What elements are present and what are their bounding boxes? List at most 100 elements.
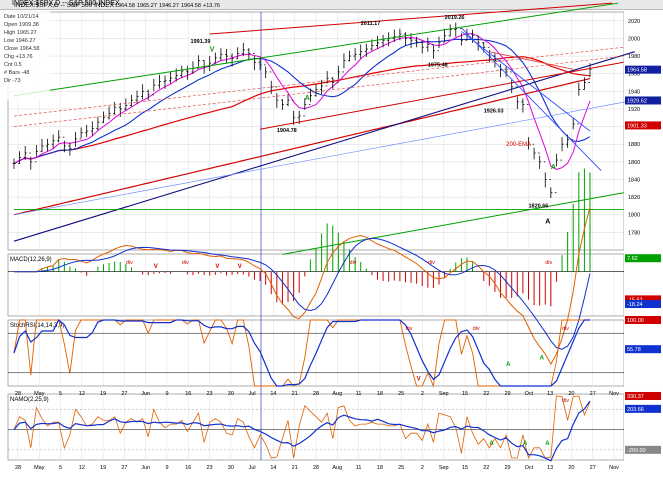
stoch-value-tag — [625, 316, 661, 324]
annotation-ema: 200-EMA — [506, 142, 531, 148]
namo-value-tag-label: 203.66 — [627, 407, 644, 413]
x-axis-label: 23 — [207, 391, 213, 397]
x-axis-label: Oct — [525, 391, 534, 397]
data-box-line: High 1965.27 — [4, 30, 37, 36]
x-axis-label: 12 — [79, 465, 85, 471]
x-axis-label: Aug — [332, 391, 342, 397]
namo-annotation-div: div — [562, 398, 569, 404]
x-axis-label: 22 — [483, 391, 489, 397]
x-axis-label: 9 — [165, 465, 168, 471]
price-value-tag-label: 1964.58 — [627, 68, 647, 74]
data-box — [2, 10, 50, 100]
red-dashed-line — [13, 55, 624, 127]
x-axis-label: Jun — [141, 391, 150, 397]
red-mid-line — [259, 61, 624, 130]
stoch-annotation-a: A — [506, 362, 511, 368]
annotation-1926: 1926.03 — [484, 108, 504, 114]
namo-annotation-a: A — [523, 441, 528, 447]
price-y-tick-label: 1860 — [628, 160, 640, 166]
x-axis-label: May — [34, 465, 45, 471]
x-axis-label: 15 — [462, 465, 468, 471]
data-box-line: Close 1964.58 — [4, 46, 39, 52]
macd-annotation: div — [545, 260, 552, 266]
x-axis-label: 27 — [590, 465, 596, 471]
macd-annotation: div — [350, 260, 357, 266]
annotation-v-green: V — [210, 47, 215, 54]
x-axis-label: 15 — [462, 391, 468, 397]
annotation-a-bottom: A — [545, 219, 550, 226]
macd-value-tag — [625, 295, 661, 304]
data-box-line: Cnt 0.5 — [4, 62, 22, 68]
red-short-line — [489, 51, 574, 70]
stoch-annotation-a-2: A — [540, 356, 545, 362]
x-axis-label: 13 — [547, 465, 553, 471]
macd-value-tag — [625, 254, 661, 263]
price-y-tick-label: 1980 — [628, 54, 640, 60]
stoch-annotation-v: V — [417, 377, 421, 383]
x-axis-label: 16 — [185, 391, 191, 397]
stoch-d-line — [13, 319, 590, 387]
x-axis-label: 18 — [377, 391, 383, 397]
header-value: 1964.58 — [181, 3, 201, 9]
ma-short-line — [13, 33, 591, 170]
x-axis-label: 11 — [356, 391, 362, 397]
price-y-tick-label: 1940 — [628, 89, 640, 95]
x-axis-label: 30 — [228, 391, 234, 397]
x-axis-label: 21 — [292, 391, 298, 397]
x-axis-label: Aug — [332, 465, 342, 471]
macd-annotation-v: V — [238, 264, 242, 270]
blue-down-line-2 — [461, 31, 591, 132]
x-axis-label: Sep — [439, 391, 449, 397]
x-axis-label: Sep — [439, 465, 449, 471]
annotation-1820: 1820.66 — [528, 204, 548, 210]
price-y-tick-label: 1820 — [628, 195, 640, 201]
price-value-tag — [625, 121, 661, 130]
title-bar: INDEX:$SPX,D -- S&P 500 INDEX — [0, 0, 663, 10]
x-axis-label: 19 — [100, 465, 106, 471]
price-value-tag-label: 1901.33 — [627, 123, 647, 129]
namo-value-tag — [625, 391, 661, 400]
x-axis-label: Jul — [249, 391, 256, 397]
annotation-1904: 1904.78 — [277, 128, 297, 134]
x-axis-label: 27 — [121, 391, 127, 397]
macd-annotation: div — [126, 260, 133, 266]
data-box-line: # Bars -48 — [4, 70, 29, 76]
price-y-tick-label: 1800 — [628, 213, 640, 219]
x-axis-label: 23 — [207, 465, 213, 471]
data-box-line: Open 1909.38 — [4, 22, 39, 28]
x-axis-label: 18 — [377, 465, 383, 471]
namo-title: NAMO(2,25,9) — [10, 397, 49, 403]
red-upper-line — [209, 2, 613, 35]
ema200-line — [13, 78, 591, 216]
x-axis-label: 28 — [313, 391, 319, 397]
x-axis-label: 9 — [165, 391, 168, 397]
macd-annotation: div — [182, 260, 189, 266]
x-axis-label: 2 — [421, 391, 424, 397]
price-y-tick-label: 1920 — [628, 107, 640, 113]
x-axis-label: 13 — [547, 391, 553, 397]
price-y-tick-label: 1960 — [628, 72, 640, 78]
x-axis-label: 12 — [79, 391, 85, 397]
symbol-title: INDEX:$SPX,D -- S&P 500 INDEX — [12, 0, 120, 7]
x-axis-label: 20 — [568, 465, 574, 471]
stoch-value-tag — [625, 345, 661, 354]
symbol-label: INDEX:$SPX,D -- S&P 500 INDEX — [14, 2, 115, 9]
price-value-tag-label: 1929.62 — [627, 98, 647, 104]
data-box-line: Chg +13.76 — [4, 54, 33, 60]
stoch-annotation: div — [562, 326, 569, 332]
macd-value-tag-label: 7.62 — [627, 256, 638, 262]
x-axis-label: Jun — [141, 465, 150, 471]
x-axis-label: 30 — [228, 465, 234, 471]
header-value: 1965.27 — [137, 3, 157, 9]
x-axis-label: 22 — [483, 465, 489, 471]
price-y-tick-label: 1880 — [628, 142, 640, 148]
macd-annotation: div — [428, 260, 435, 266]
header-value: +13.76 — [203, 3, 220, 9]
header-value: 1964.58 — [115, 3, 135, 9]
x-axis-label: 21 — [292, 465, 298, 471]
macd-value-tag — [625, 300, 661, 309]
x-axis-label: 29 — [505, 391, 511, 397]
price-y-tick-label: 1840 — [628, 177, 640, 183]
